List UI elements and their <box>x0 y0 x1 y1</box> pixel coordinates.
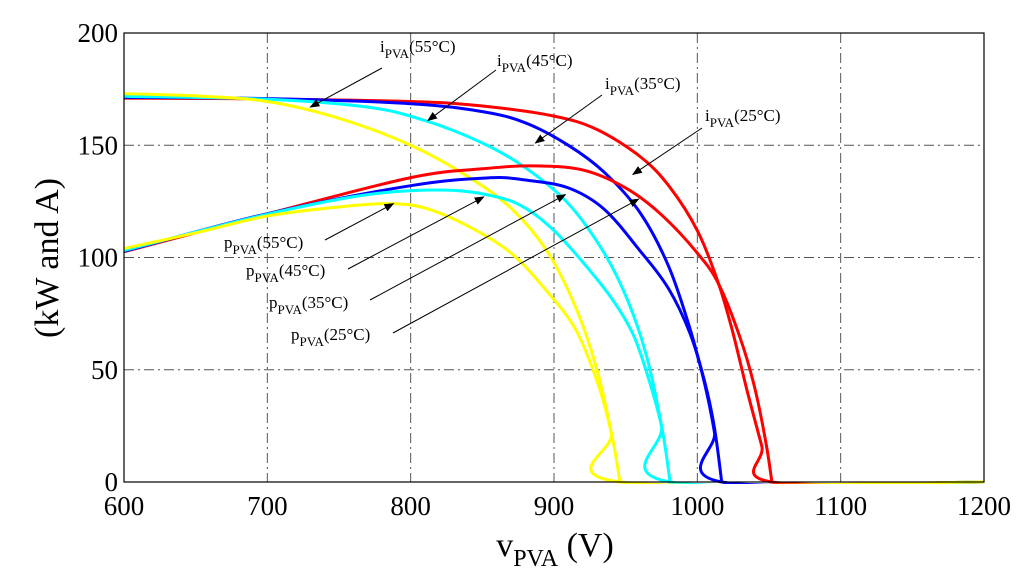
annotation-sub: PVA <box>233 242 258 257</box>
annotation-prefix: p <box>269 293 278 312</box>
series-line-p-pva-45-c <box>124 188 672 483</box>
annotation-suffix: (55°C) <box>409 37 455 56</box>
y-tick-label-150: 150 <box>78 130 119 160</box>
x-tick-label-1200: 1200 <box>957 491 1011 521</box>
series-line-p-pva-25-c <box>124 164 774 483</box>
x-axis-title-unit: (V) <box>558 527 614 564</box>
series-line-i-pva-25-c <box>124 96 984 484</box>
annotation-arrow-p45 <box>347 196 485 270</box>
annotation-prefix: p <box>291 325 300 344</box>
series-line-i-pva-45-c <box>124 94 984 484</box>
x-tick-label-1100: 1100 <box>814 491 867 521</box>
series-line-i-pva-55-c <box>124 92 984 484</box>
annotation-sub: PVA <box>385 46 410 61</box>
annotation-sub: PVA <box>278 302 303 317</box>
annotation-arrow-i25 <box>632 127 703 175</box>
annotation-suffix: (55°C) <box>257 233 303 252</box>
annotation-arrow-p25 <box>392 198 640 334</box>
plot-frame <box>123 32 985 483</box>
grid <box>124 33 984 482</box>
annotation-label-p35: pPVA(35°C) <box>269 293 348 317</box>
y-tick-label-0: 0 <box>105 467 119 497</box>
annotation-prefix: i <box>605 74 610 93</box>
annotation-sub: PVA <box>610 83 635 98</box>
annotation-arrow-p35 <box>369 194 567 301</box>
annotation-label-i55: iPVA(55°C) <box>380 37 456 61</box>
annotation-sub: PVA <box>255 270 280 285</box>
annotation-label-p25: pPVA(25°C) <box>291 325 370 349</box>
annotation-suffix: (45°C) <box>526 51 572 70</box>
annotation-suffix: (45°C) <box>279 261 325 280</box>
annotation-arrow-i35 <box>534 94 603 144</box>
x-tick-label-600: 600 <box>104 491 145 521</box>
x-axis-title-main: v <box>496 527 513 564</box>
x-tick-label-800: 800 <box>390 491 431 521</box>
annotation-suffix: (25°C) <box>324 325 370 344</box>
annotation-suffix: (25°C) <box>734 106 780 125</box>
annotation-suffix: (35°C) <box>302 293 348 312</box>
x-tick-labels: 600 700 800 900 1000 1100 1200 <box>104 491 1011 521</box>
annotation-label-i35: iPVA(35°C) <box>605 74 681 98</box>
annotation-prefix: i <box>705 106 710 125</box>
annotation-arrow-i45 <box>427 69 497 122</box>
x-axis-title-sub: PVA <box>513 546 559 572</box>
annotations: iPVA(55°C)iPVA(45°C)iPVA(35°C)iPVA(25°C)… <box>224 37 781 349</box>
series-line-p-pva-55-c <box>124 202 622 483</box>
x-tick-label-700: 700 <box>247 491 288 521</box>
annotation-sub: PVA <box>300 334 325 349</box>
annotation-label-p55: pPVA(55°C) <box>224 233 303 257</box>
y-axis-title: (kW and A) <box>29 178 66 338</box>
annotation-sub: PVA <box>502 60 527 75</box>
annotation-prefix: p <box>224 233 233 252</box>
y-tick-labels: 0 50 100 150 200 <box>78 18 119 497</box>
annotation-prefix: p <box>246 261 255 280</box>
annotation-arrow-i55 <box>309 67 383 108</box>
annotation-label-i25: iPVA(25°C) <box>705 106 781 130</box>
annotation-label-i45: iPVA(45°C) <box>497 51 573 75</box>
x-tick-label-900: 900 <box>534 491 575 521</box>
annotation-prefix: i <box>380 37 385 56</box>
annotation-prefix: i <box>497 51 502 70</box>
y-tick-label-50: 50 <box>91 355 118 385</box>
x-tick-label-1000: 1000 <box>670 491 724 521</box>
annotation-suffix: (35°C) <box>634 74 680 93</box>
x-axis-title: vPVA (V) <box>496 527 614 572</box>
annotation-sub: PVA <box>710 115 735 130</box>
annotation-label-p45: pPVA(45°C) <box>246 261 325 285</box>
y-tick-label-200: 200 <box>78 18 119 48</box>
y-tick-label-100: 100 <box>78 243 119 273</box>
annotation-arrow-p55 <box>324 203 395 241</box>
